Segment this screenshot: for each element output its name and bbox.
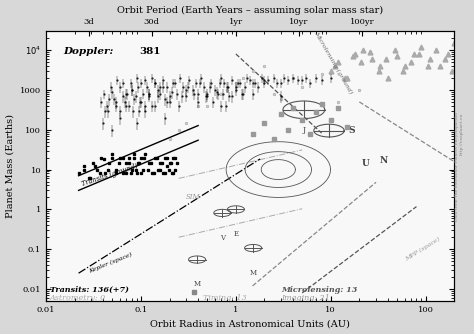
Text: J: J	[302, 126, 305, 134]
Text: Transits: 136(+7): Transits: 136(+7)	[50, 286, 129, 294]
Text: S: S	[348, 126, 355, 135]
Text: SIM: SIM	[186, 193, 201, 201]
Text: Microlensing: 13: Microlensing: 13	[281, 286, 357, 294]
Text: Data from The Extrasolar Planets Encyclopaedia
http://exoplanet.eu: Data from The Extrasolar Planets Encyclo…	[455, 113, 464, 221]
Text: Astrometry: 0: Astrometry: 0	[50, 294, 106, 302]
Text: MPP (space): MPP (space)	[405, 236, 441, 262]
Text: Imaging: 21: Imaging: 21	[281, 294, 330, 302]
Text: M: M	[250, 269, 257, 277]
X-axis label: Orbit Radius in Astronomical Units (AU): Orbit Radius in Astronomical Units (AU)	[150, 319, 350, 328]
Text: E: E	[233, 230, 238, 238]
Text: Kepler (space): Kepler (space)	[89, 252, 133, 274]
Text: V: V	[220, 234, 225, 242]
Text: N: N	[379, 156, 388, 165]
Text: Transits (ground): Transits (ground)	[81, 163, 139, 188]
Text: 381: 381	[139, 47, 160, 56]
Text: M: M	[193, 280, 201, 288]
Text: Timing: 13: Timing: 13	[203, 294, 247, 302]
Text: U: U	[362, 159, 369, 168]
X-axis label: Orbit Period (Earth Years – assuming solar mass star): Orbit Period (Earth Years – assuming sol…	[117, 6, 383, 15]
Y-axis label: Planet Mass (Earths): Planet Mass (Earths)	[6, 114, 15, 218]
Text: Microlensing (ground): Microlensing (ground)	[313, 30, 353, 95]
Text: Doppler:: Doppler:	[63, 47, 113, 56]
